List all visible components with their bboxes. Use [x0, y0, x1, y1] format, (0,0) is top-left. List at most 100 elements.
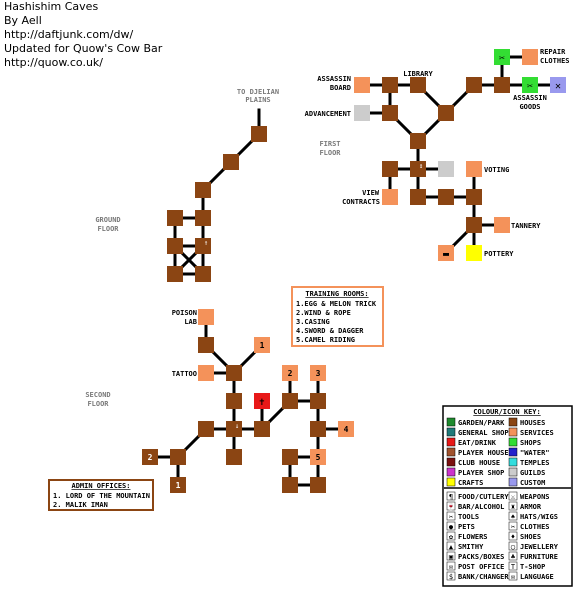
key-swatch — [508, 467, 518, 477]
room-g7[interactable] — [195, 238, 211, 254]
key-icon-label: HATS/WIGS — [520, 513, 558, 521]
room-s19[interactable] — [310, 449, 326, 465]
key-icon-label: POST OFFICE — [458, 563, 504, 571]
room-s13[interactable] — [310, 365, 326, 381]
key-icon-label: LANGUAGE — [520, 573, 554, 581]
room-f11[interactable] — [382, 105, 398, 121]
room-s18[interactable] — [282, 449, 298, 465]
room-s22[interactable] — [170, 449, 186, 465]
room-s2[interactable] — [198, 337, 214, 353]
room-f16[interactable] — [382, 161, 398, 177]
room-g8[interactable] — [167, 266, 183, 282]
room-s8[interactable] — [198, 421, 214, 437]
room-f22[interactable] — [466, 217, 482, 233]
armor-icon: ♜ — [511, 503, 515, 511]
room-f12[interactable] — [438, 105, 454, 121]
room-s1[interactable] — [198, 309, 214, 325]
shirt-icon — [508, 521, 518, 531]
key-box — [442, 405, 573, 587]
room-f18[interactable] — [410, 189, 426, 205]
label-second-floor: FLOOR — [87, 400, 109, 408]
room-g9[interactable] — [195, 266, 211, 282]
room-s12[interactable] — [282, 365, 298, 381]
room-s4[interactable] — [254, 337, 270, 353]
source-link[interactable]: http://daftjunk.com/dw/ — [4, 28, 134, 41]
room-f9[interactable] — [354, 77, 370, 93]
room-g1[interactable] — [251, 126, 267, 142]
room-f6[interactable] — [522, 49, 538, 65]
room-s3[interactable] — [226, 365, 242, 381]
shoe-icon — [508, 531, 518, 541]
room-g4[interactable] — [167, 210, 183, 226]
label-library: LIBRARY — [403, 70, 433, 78]
room-f20[interactable] — [466, 189, 482, 205]
room-f19[interactable] — [438, 189, 454, 205]
room-f15[interactable] — [438, 161, 454, 177]
room-f7[interactable] — [522, 77, 538, 93]
key-title: COLOUR/ICON KEY: — [473, 408, 540, 416]
room-s7[interactable] — [254, 393, 270, 409]
room-g6[interactable] — [167, 238, 183, 254]
room-s24[interactable] — [170, 477, 186, 493]
room-s23[interactable] — [142, 449, 158, 465]
room-s14[interactable] — [282, 393, 298, 409]
room-s9[interactable] — [226, 421, 242, 437]
anvil-icon: ▲ — [449, 543, 454, 551]
room-number: 3 — [316, 369, 321, 378]
room-g5[interactable] — [195, 210, 211, 226]
room-f14[interactable] — [410, 161, 426, 177]
training-rooms-box — [291, 286, 384, 347]
room-f10[interactable] — [354, 105, 370, 121]
coin-icon: $ — [449, 573, 453, 581]
room-s15[interactable] — [310, 393, 326, 409]
room-f23[interactable] — [494, 217, 510, 233]
key-swatch — [446, 437, 456, 447]
room-s11[interactable] — [226, 449, 242, 465]
room-s16[interactable] — [310, 421, 326, 437]
shop-icon: ✂ — [499, 53, 505, 64]
anvil-icon — [446, 541, 456, 551]
key-swatch — [508, 427, 518, 437]
training-item: 2.WIND & ROPE — [296, 309, 351, 317]
room-f25[interactable] — [466, 245, 482, 261]
room-f24[interactable] — [438, 245, 454, 261]
label-second: SECOND — [85, 391, 110, 399]
room-f5[interactable] — [494, 49, 510, 65]
update-note: Updated for Quow's Cow Bar — [4, 42, 163, 55]
sword-icon — [508, 491, 518, 501]
key-icon-label: BANK/CHANGER — [458, 573, 509, 581]
room-f17[interactable] — [382, 189, 398, 205]
label-plains: PLAINS — [245, 96, 270, 104]
label-clothes: CLOTHES — [540, 57, 570, 65]
room-s17[interactable] — [338, 421, 354, 437]
room-s5[interactable] — [198, 365, 214, 381]
room-f3[interactable] — [466, 77, 482, 93]
label-first: FIRST — [319, 140, 340, 148]
room-g3[interactable] — [195, 182, 211, 198]
room-s20[interactable] — [282, 477, 298, 493]
key-swatch — [446, 467, 456, 477]
label-assassin: ASSASSIN — [317, 75, 351, 83]
key-colour-label: GUILDS — [520, 469, 545, 477]
room-f2[interactable] — [410, 77, 426, 93]
glass-icon: 🍷 — [447, 502, 456, 511]
label-repair: REPAIR — [540, 48, 566, 56]
box-icon — [446, 551, 456, 561]
chair-icon: ♣ — [511, 553, 516, 561]
fork-knife-icon: ¶ — [449, 493, 453, 501]
label-contracts: CONTRACTS — [342, 198, 380, 206]
room-s6[interactable] — [226, 393, 242, 409]
room-f1[interactable] — [382, 77, 398, 93]
t-icon: T — [511, 563, 516, 571]
room-f21[interactable] — [466, 161, 482, 177]
room-g2[interactable] — [223, 154, 239, 170]
room-s21[interactable] — [310, 477, 326, 493]
map-title: Hashishim Caves — [4, 0, 99, 13]
room-f13[interactable] — [410, 133, 426, 149]
label-ground: GROUND — [95, 216, 120, 224]
room-number: 1 — [260, 341, 265, 350]
room-s10[interactable] — [254, 421, 270, 437]
quow-link[interactable]: http://quow.co.uk/ — [4, 56, 103, 69]
room-f4[interactable] — [494, 77, 510, 93]
room-f8[interactable] — [550, 77, 566, 93]
